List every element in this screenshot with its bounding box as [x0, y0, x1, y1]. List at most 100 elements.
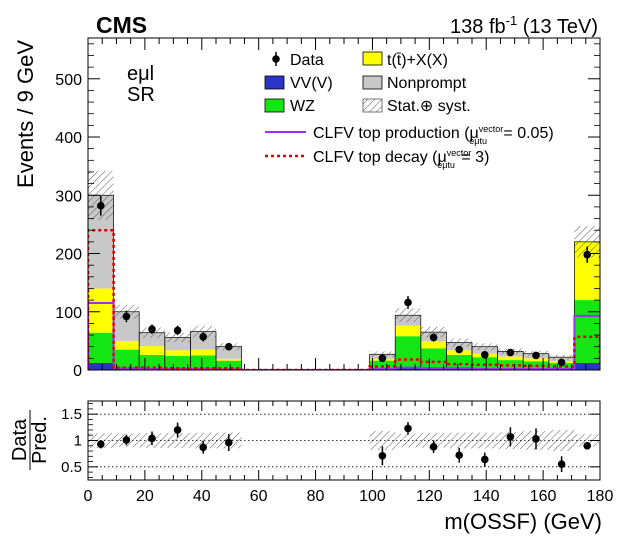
data-marker	[481, 351, 489, 359]
data-point-8	[429, 333, 438, 342]
x-tick-label-4: 80	[307, 488, 325, 505]
ratio-axes: 0.5 1 1.5 0 20 40 60 80 100 120 140 160 180	[61, 401, 613, 505]
legend-clfv-production: CLFV top production (μvector eμtu = 0.05)	[265, 124, 554, 146]
bar-wz-19	[574, 300, 600, 364]
y-tick-label-2: 200	[55, 247, 82, 264]
ratio-marker	[481, 455, 489, 464]
data-marker	[97, 201, 105, 210]
bar-t-t-x-x-1	[113, 340, 140, 350]
data-marker	[148, 325, 156, 334]
ratio-gridlines	[88, 413, 600, 468]
x-tick-label-9: 180	[587, 488, 614, 505]
bar-t-t-x-x-12	[395, 325, 421, 337]
ratio-point-4	[199, 441, 207, 454]
data-marker	[557, 358, 566, 367]
ratio-marker	[378, 451, 387, 460]
legend-clfv-decay: CLFV top decay (μvector eμtu = 3)	[265, 148, 489, 170]
data-point-12	[532, 351, 540, 360]
uncertainty-band-12	[395, 308, 421, 323]
x-axis-title: m(OSSF) (GeV)	[444, 509, 602, 534]
bar-wz-3	[164, 356, 191, 369]
ratio-band-4	[190, 432, 216, 449]
signal-clfv-decay-line	[88, 228, 600, 370]
ratio-point-5	[225, 434, 233, 452]
data-point-11	[506, 348, 515, 357]
x-tick-label-3: 60	[250, 488, 268, 505]
y-axis-title: Events / 9 GeV	[13, 40, 38, 188]
ratio-point-8	[429, 440, 438, 454]
ratio-point-9	[455, 447, 464, 463]
data-point-7	[404, 296, 412, 309]
ratio-point-2	[148, 431, 156, 446]
data-point-6	[378, 354, 387, 363]
ratio-point-11	[506, 427, 515, 447]
bar-wz-4	[190, 355, 216, 369]
data-marker	[404, 298, 412, 307]
ratio-marker	[429, 443, 438, 451]
bar-wz-1	[113, 349, 140, 369]
data-marker	[429, 333, 438, 342]
legend-ttx: t(t̄)+X(X)	[362, 51, 448, 69]
uncertainty-band-14	[446, 338, 472, 347]
data-point-14	[583, 246, 591, 263]
ratio-y-tick-label-2: 1.5	[61, 406, 82, 423]
ratio-band-3	[164, 433, 191, 448]
x-tick-label-5: 100	[359, 488, 386, 505]
main-frame	[87, 37, 601, 371]
main-axes: 0 100 200 300 400 500	[55, 38, 601, 380]
legend: Data t(t̄)+X(X) VV(V) Nonprompt WZ Stat.…	[264, 51, 554, 170]
ratio-marker	[225, 438, 233, 447]
ratio-marker	[532, 435, 540, 443]
data-marker	[532, 351, 540, 360]
bar-wz-15	[472, 357, 498, 369]
ratio-marker	[557, 460, 566, 469]
ratio-marker	[97, 440, 105, 448]
data-marker	[506, 348, 515, 357]
ratio-y-tick-label-0: 0.5	[61, 459, 82, 476]
stack-layer	[88, 170, 600, 370]
legend-vv: VV(V)	[264, 75, 333, 92]
data-point-4	[199, 332, 207, 342]
data-marker	[122, 312, 131, 321]
data-marker	[173, 326, 182, 335]
legend-uncertainty: Stat.⊕ syst.	[362, 98, 471, 115]
ratio-point-7	[404, 422, 412, 435]
bar-vv-v-0	[88, 363, 114, 370]
bar-wz-2	[139, 354, 165, 369]
legend-nonprompt: Nonprompt	[362, 75, 467, 92]
ratio-y-tick-label-1: 1	[74, 433, 82, 450]
ratio-marker	[173, 426, 182, 434]
data-point-5	[225, 342, 233, 351]
y-tick-label-0: 0	[73, 363, 82, 380]
data-layer	[97, 195, 591, 367]
ratio-point-1	[122, 434, 131, 446]
legend-data: Data	[272, 52, 324, 69]
svg-text:Data: Data	[290, 52, 324, 69]
bar-t-t-x-x-17	[523, 358, 549, 362]
region-label: SR	[127, 84, 155, 106]
ratio-marker	[583, 441, 591, 450]
ratio-marker	[199, 443, 207, 452]
bar-wz-14	[446, 354, 472, 369]
bar-t-t-x-x-2	[139, 346, 165, 355]
ratio-y-title: Data Pred.	[9, 410, 51, 470]
ratio-point-6	[378, 446, 387, 466]
ratio-marker	[148, 434, 156, 443]
uncertainty-band-15	[472, 343, 498, 351]
data-marker	[583, 250, 591, 259]
data-point-3	[173, 325, 182, 336]
bar-wz-11	[369, 360, 396, 369]
ratio-band-19	[574, 434, 600, 447]
bar-t-t-x-x-3	[164, 350, 191, 357]
bar-wz-16	[497, 360, 524, 369]
channel-label: eμl	[127, 63, 154, 85]
bar-t-t-x-x-13	[420, 341, 447, 349]
ratio-point-10	[481, 452, 489, 467]
x-tick-label-0: 0	[84, 488, 93, 505]
x-tick-label-6: 120	[416, 488, 443, 505]
ratio-points-layer	[97, 422, 591, 473]
svg-text:Stat.⊕ syst.: Stat.⊕ syst.	[387, 98, 471, 115]
ratio-band-11	[369, 431, 396, 450]
data-marker	[378, 354, 387, 363]
